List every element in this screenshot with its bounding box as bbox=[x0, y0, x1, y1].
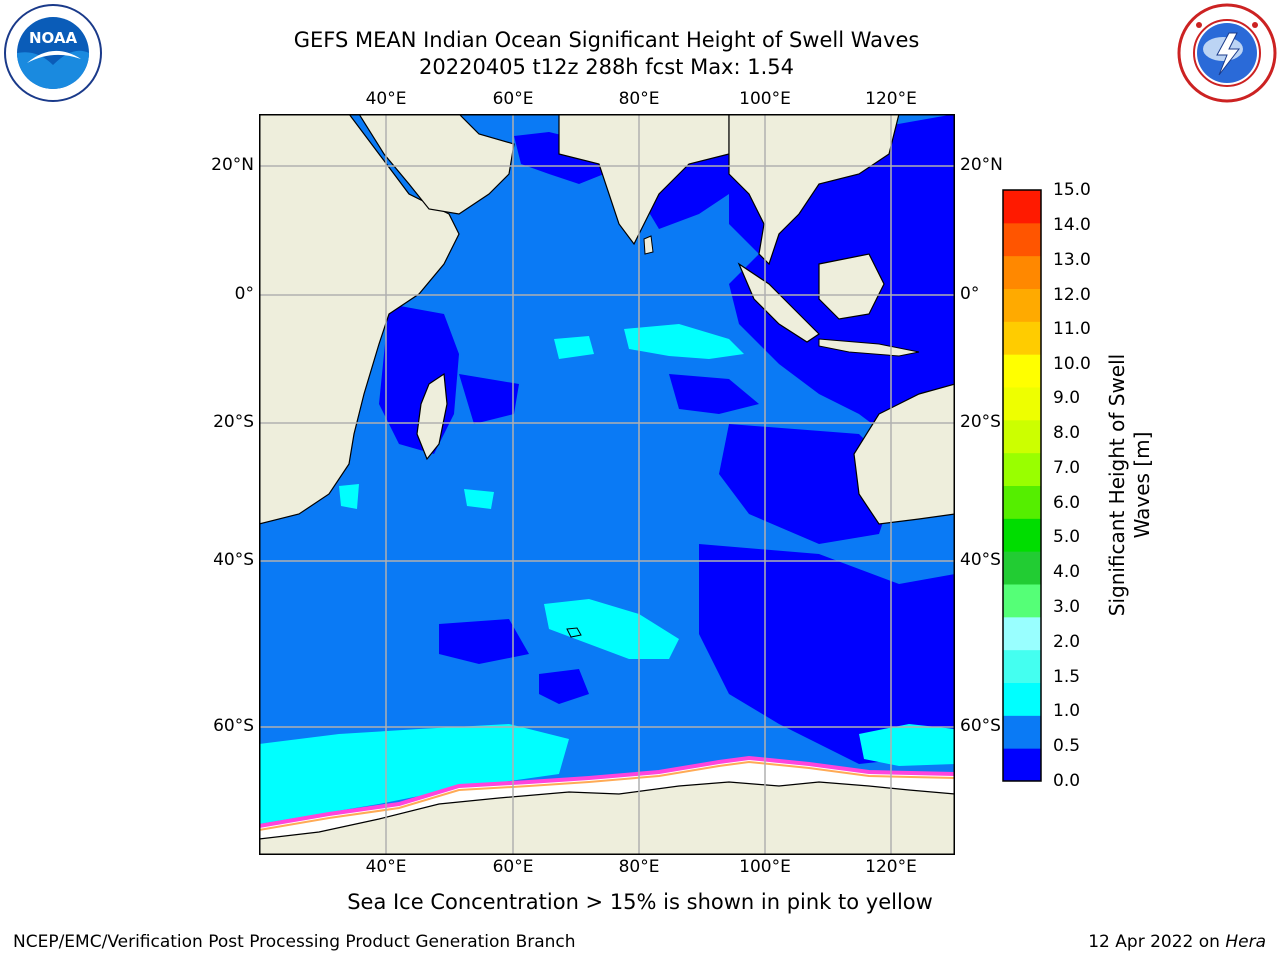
colorbar-swatch bbox=[1003, 518, 1041, 552]
colorbar-title: Significant Height of Swell Waves [m] bbox=[1105, 320, 1155, 650]
lon-tick-bottom: 40°E bbox=[365, 857, 407, 877]
colorbar-label: 1.5 bbox=[1053, 667, 1081, 687]
colorbar-border bbox=[1002, 189, 1042, 782]
footer-credit: NCEP/EMC/Verification Post Processing Pr… bbox=[13, 932, 576, 952]
madagascar-land bbox=[416, 372, 448, 461]
colorbar-swatch bbox=[1003, 649, 1041, 683]
colorbar-label: 7.0 bbox=[1053, 458, 1081, 478]
sumatra-land bbox=[737, 262, 820, 343]
lat-tick-left: 60°S bbox=[213, 716, 254, 736]
colorbar-swatch bbox=[1003, 715, 1041, 749]
colorbar-title-line1: Significant Height of Swell bbox=[1105, 353, 1129, 617]
colorbar-swatch bbox=[1003, 255, 1041, 289]
footer-date-text: 12 Apr 2022 on bbox=[1088, 932, 1226, 952]
lat-tick-right: 20°S bbox=[960, 412, 1001, 432]
svg-text:NOAA: NOAA bbox=[29, 29, 78, 47]
chart-title: GEFS MEAN Indian Ocean Significant Heigh… bbox=[293, 28, 920, 52]
lon-tick-top: 120°E bbox=[865, 89, 917, 109]
colorbar-label: 11.0 bbox=[1053, 319, 1091, 339]
indian-ocean-map bbox=[259, 114, 955, 855]
noaa-logo: NOAA bbox=[4, 4, 102, 102]
footer-machine: Hera bbox=[1225, 932, 1266, 952]
southeast-asia-land bbox=[728, 114, 900, 266]
colorbar-label: 5.0 bbox=[1053, 527, 1081, 547]
lat-tick-right: 40°S bbox=[960, 550, 1001, 570]
graticule bbox=[259, 114, 955, 855]
lon-tick-bottom: 60°E bbox=[492, 857, 534, 877]
colorbar-swatch bbox=[1003, 485, 1041, 519]
colorbar-swatch bbox=[1003, 354, 1041, 388]
lon-tick-top: 40°E bbox=[365, 89, 407, 109]
colorbar bbox=[1002, 189, 1042, 782]
africa-land bbox=[259, 114, 460, 525]
colorbar-swatch bbox=[1003, 288, 1041, 322]
lon-tick-top: 60°E bbox=[492, 89, 534, 109]
colorbar-label: 6.0 bbox=[1053, 493, 1081, 513]
colorbar-title-line2: Waves [m] bbox=[1130, 431, 1154, 539]
colorbar-swatch bbox=[1003, 682, 1041, 716]
colorbar-label: 14.0 bbox=[1053, 215, 1091, 235]
colorbar-label: 15.0 bbox=[1053, 180, 1091, 200]
colorbar-label: 10.0 bbox=[1053, 354, 1091, 374]
colorbar-swatch bbox=[1003, 419, 1041, 454]
colorbar-swatch bbox=[1003, 551, 1041, 585]
lat-tick-left: 20°S bbox=[213, 412, 254, 432]
colorbar-swatch bbox=[1003, 616, 1041, 651]
colorbar-swatch bbox=[1003, 321, 1041, 355]
colorbar-label: 3.0 bbox=[1053, 597, 1081, 617]
lat-tick-right: 0° bbox=[960, 284, 980, 304]
lon-tick-bottom: 80°E bbox=[618, 857, 660, 877]
australia-land bbox=[853, 383, 955, 525]
colorbar-swatch bbox=[1003, 190, 1041, 224]
nws-logo bbox=[1177, 3, 1277, 103]
colorbar-label: 9.0 bbox=[1053, 388, 1081, 408]
borneo-land bbox=[818, 253, 885, 320]
lon-tick-top: 100°E bbox=[739, 89, 791, 109]
colorbar-label: 12.0 bbox=[1053, 285, 1091, 305]
lon-tick-bottom: 120°E bbox=[865, 857, 917, 877]
sea-ice-edge bbox=[259, 755, 955, 828]
chart-subtitle: 20220405 t12z 288h fcst Max: 1.54 bbox=[419, 55, 794, 79]
colorbar-label: 2.0 bbox=[1053, 632, 1081, 652]
lat-tick-right: 60°S bbox=[960, 716, 1001, 736]
colorbar-swatch bbox=[1003, 222, 1041, 257]
colorbar-label: 0.5 bbox=[1053, 736, 1081, 756]
colorbar-swatch bbox=[1003, 748, 1041, 782]
colorbar-swatch bbox=[1003, 452, 1041, 486]
colorbar-swatch bbox=[1003, 387, 1041, 421]
colorbar-label: 13.0 bbox=[1053, 250, 1091, 270]
colorbar-label: 8.0 bbox=[1053, 423, 1081, 443]
colorbar-label: 0.0 bbox=[1053, 771, 1081, 791]
colorbar-label: 1.0 bbox=[1053, 701, 1081, 721]
lat-tick-right: 20°N bbox=[960, 155, 1003, 175]
antarctica-land bbox=[259, 781, 955, 855]
lat-tick-left: 20°N bbox=[211, 155, 254, 175]
arabia-land bbox=[358, 114, 515, 215]
high-swell-zones bbox=[259, 324, 955, 824]
lon-tick-top: 80°E bbox=[618, 89, 660, 109]
footer-date: 12 Apr 2022 on Hera bbox=[1088, 932, 1266, 952]
colorbar-label: 4.0 bbox=[1053, 562, 1081, 582]
lat-tick-left: 40°S bbox=[213, 550, 254, 570]
lon-tick-bottom: 100°E bbox=[739, 857, 791, 877]
sea-ice-note: Sea Ice Concentration > 15% is shown in … bbox=[347, 890, 933, 914]
lat-tick-left: 0° bbox=[234, 284, 254, 304]
colorbar-swatch bbox=[1003, 584, 1041, 618]
